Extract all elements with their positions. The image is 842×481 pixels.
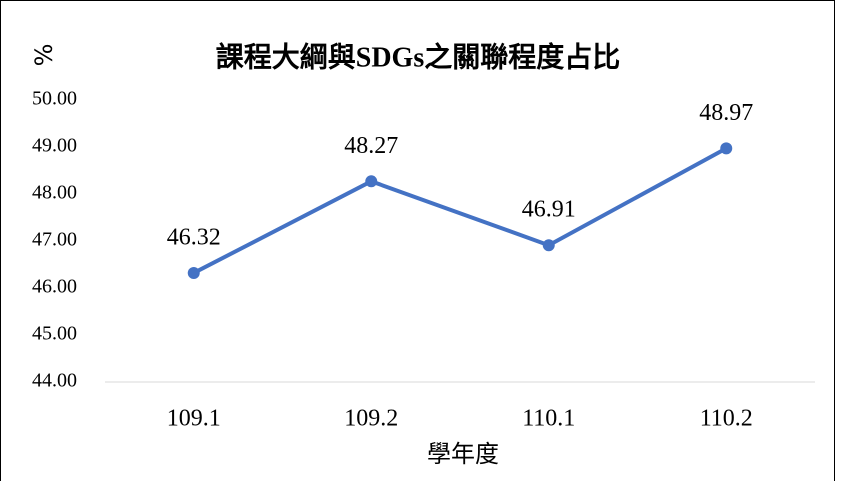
data-point <box>187 266 200 279</box>
x-axis-label: 學年度 <box>427 440 499 468</box>
y-tick-label: 49.00 <box>32 135 77 157</box>
x-tick-label: 110.2 <box>700 406 753 432</box>
data-point <box>542 239 555 252</box>
x-tick-label: 109.1 <box>167 406 221 432</box>
y-tick-label: 48.00 <box>32 182 77 204</box>
y-tick-label: 46.00 <box>32 276 77 298</box>
line-series <box>192 146 728 275</box>
data-label: 48.97 <box>699 100 753 126</box>
x-tick-label: 110.1 <box>522 406 575 432</box>
data-label: 46.91 <box>522 197 576 223</box>
y-tick-label: 50.00 <box>32 88 77 110</box>
data-point <box>720 142 733 155</box>
data-label: 48.27 <box>344 133 398 159</box>
data-point <box>365 175 378 188</box>
y-tick-label: 44.00 <box>32 370 77 392</box>
x-tick-label: 109.2 <box>344 406 398 432</box>
y-tick-label: 45.00 <box>32 323 77 345</box>
y-tick-label: 47.00 <box>32 229 77 251</box>
data-label: 46.32 <box>167 224 221 250</box>
chart-title: 課程大綱與SDGs之關聯程度占比 <box>216 40 620 73</box>
y-axis-label: % <box>30 44 58 67</box>
